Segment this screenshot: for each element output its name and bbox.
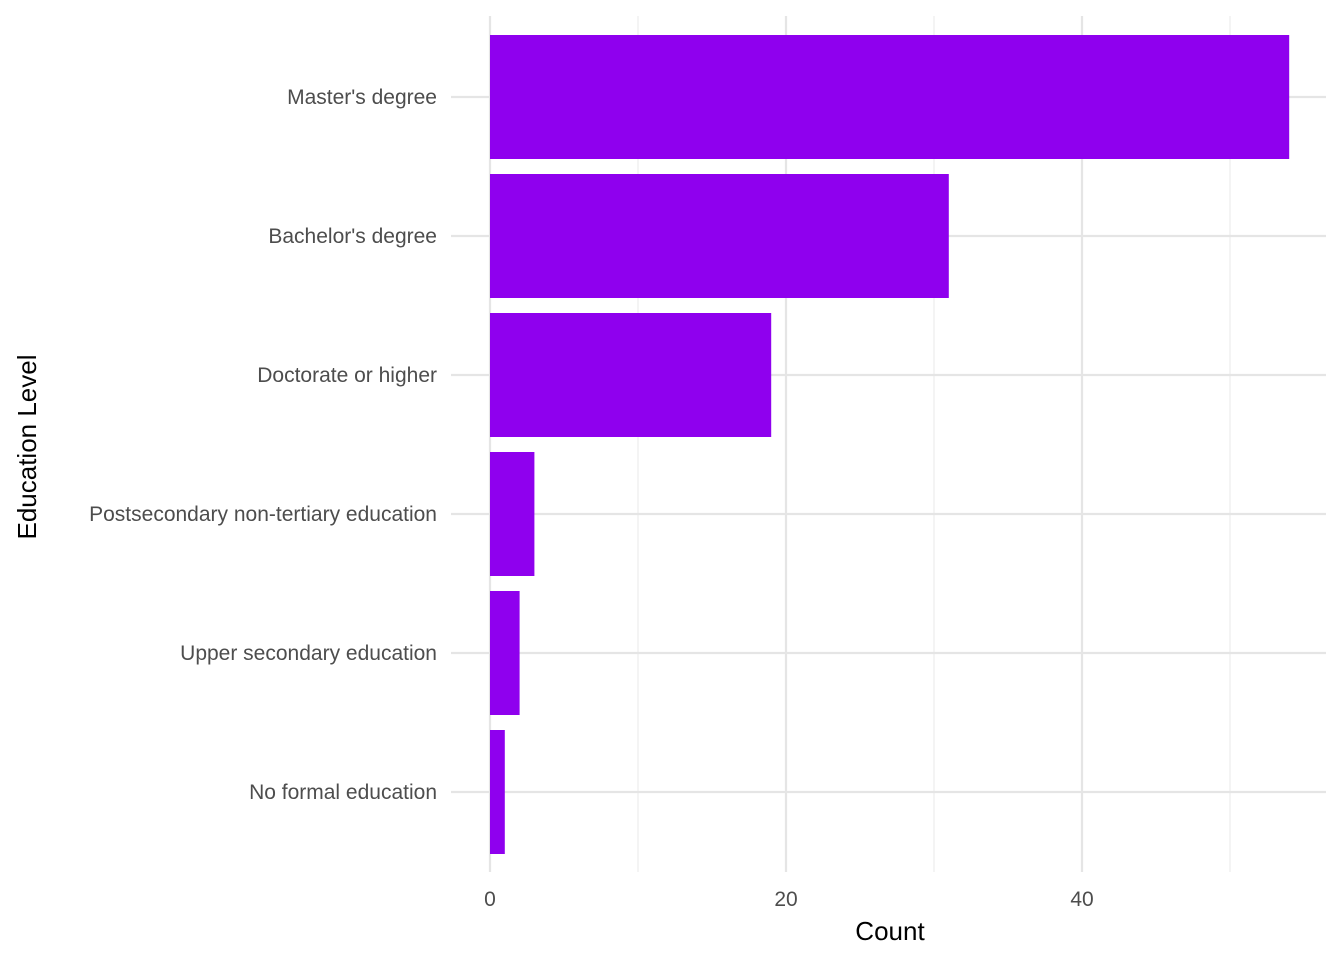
- x-tick-label: 20: [774, 888, 797, 911]
- bars: [490, 35, 1290, 854]
- x-tick-label: 40: [1070, 888, 1093, 911]
- bar: [490, 591, 520, 715]
- bar: [490, 35, 1290, 159]
- y-axis-title: Education Level: [12, 354, 42, 539]
- x-tick-labels: 0 20 40: [484, 888, 1094, 911]
- bar: [490, 452, 535, 576]
- y-tick-label: Postsecondary non-tertiary education: [89, 503, 437, 526]
- bar: [490, 313, 772, 437]
- bar: [490, 174, 949, 298]
- x-axis-title: Count: [855, 916, 925, 946]
- y-tick-label: Master's degree: [287, 86, 437, 109]
- y-tick-label: Upper secondary education: [180, 642, 437, 665]
- bar: [490, 730, 505, 854]
- y-tick-labels: Master's degree Bachelor's degree Doctorat…: [89, 86, 437, 804]
- y-tick-label: Bachelor's degree: [268, 225, 437, 248]
- y-tick-label: No formal education: [249, 781, 437, 804]
- y-tick-label: Doctorate or higher: [257, 364, 437, 387]
- x-tick-label: 0: [484, 888, 496, 911]
